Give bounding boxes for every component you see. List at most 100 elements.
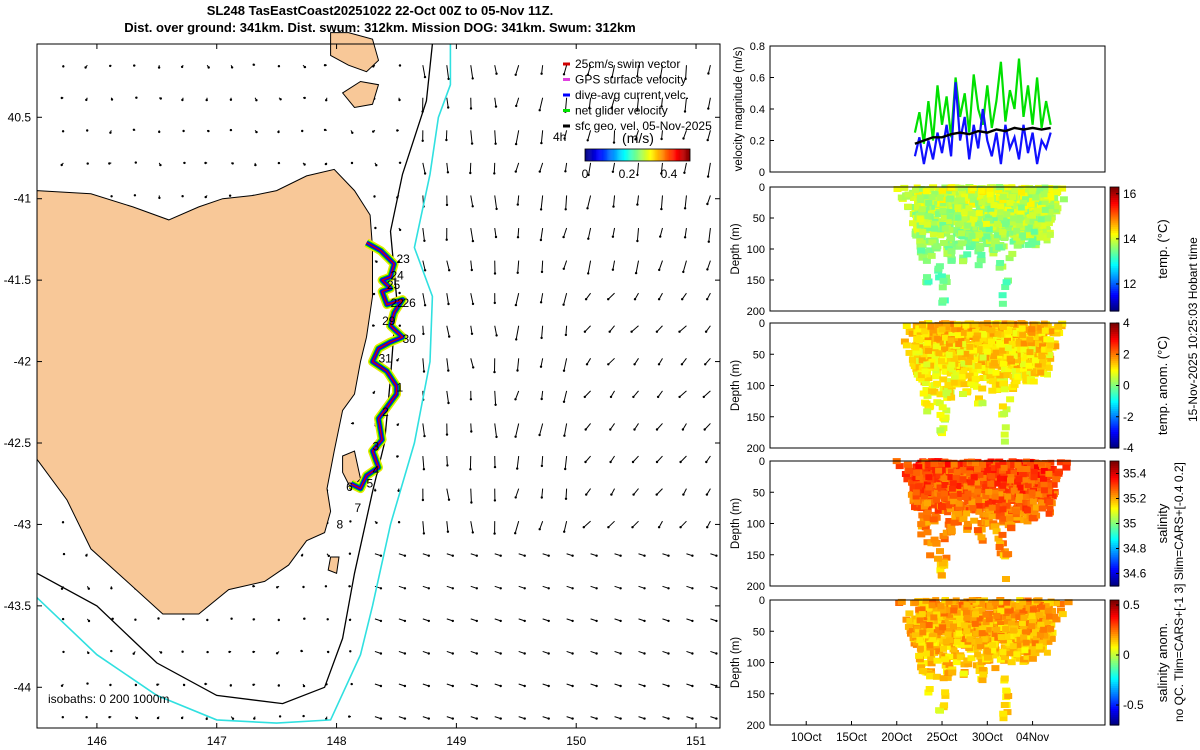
profile-sample xyxy=(972,191,980,198)
profile-sample xyxy=(1010,462,1018,469)
current-vector-head xyxy=(397,489,400,492)
current-vector-head xyxy=(494,142,497,145)
profile-colorbar-cell xyxy=(1110,302,1119,306)
current-vector-head xyxy=(254,163,257,167)
profile-sample xyxy=(1040,475,1047,482)
profile-colorbar-label: 35.2 xyxy=(1123,492,1147,506)
profile-sample xyxy=(952,659,961,666)
profile-sample xyxy=(918,206,926,213)
current-vector-head xyxy=(563,530,566,533)
profile-sample xyxy=(977,187,985,194)
profile-sample xyxy=(979,375,988,381)
profile-sample xyxy=(928,331,936,338)
colorbar-title: (m/s) xyxy=(622,130,654,146)
profile-sample xyxy=(995,544,1004,550)
profile-sample xyxy=(998,300,1007,307)
current-vector-head xyxy=(86,682,89,685)
current-vector-head xyxy=(540,397,543,401)
profile-sample xyxy=(990,360,998,366)
profile-colorbar-cell xyxy=(1110,203,1119,207)
current-vector xyxy=(659,65,663,78)
profile-colorbar-cell xyxy=(1110,240,1119,244)
profile-sample xyxy=(1029,217,1037,224)
profile-sample xyxy=(906,618,915,624)
current-vector-head xyxy=(514,170,517,173)
profile-sample xyxy=(1001,284,1010,290)
profile-sample xyxy=(941,225,949,232)
profile-sample xyxy=(910,363,919,370)
profile-sample xyxy=(976,256,985,263)
profile-sample xyxy=(1020,199,1027,206)
current-vector-head xyxy=(351,131,354,134)
profile-sample xyxy=(948,361,956,368)
current-vector-head xyxy=(571,652,574,655)
profile-sample xyxy=(965,205,973,212)
profile-sample xyxy=(982,326,990,333)
current-vector xyxy=(539,423,544,436)
profile-sample xyxy=(1046,499,1054,505)
profile-sample xyxy=(936,194,944,201)
current-vector-head xyxy=(446,530,450,533)
current-vector xyxy=(422,455,425,470)
profile-sample xyxy=(941,338,949,345)
profile-sample xyxy=(1012,330,1020,337)
current-vector-head xyxy=(324,162,328,166)
profile-sample xyxy=(983,467,991,473)
current-vector-head xyxy=(396,455,399,458)
profile-sample xyxy=(944,461,952,468)
profile-sample xyxy=(1038,460,1046,467)
profile-sample xyxy=(931,190,939,197)
profile-sample xyxy=(990,217,998,224)
colorbar-cell xyxy=(631,149,633,161)
current-vector xyxy=(585,488,591,495)
current-vector-head xyxy=(499,554,502,557)
profile-colorbar-cell xyxy=(1110,565,1119,568)
current-vector-head xyxy=(539,301,543,304)
profile-colorbar-cell xyxy=(1110,412,1119,416)
profile-sample xyxy=(1004,493,1012,500)
colorbar-cell xyxy=(659,149,661,161)
profile-sample xyxy=(925,686,934,692)
profile-sample xyxy=(916,235,924,242)
profile-sample xyxy=(955,494,963,501)
profile-sample xyxy=(1002,341,1010,348)
current-vector-head xyxy=(379,587,383,590)
profile-sample xyxy=(959,225,967,232)
profile-colorbar-cell xyxy=(1110,201,1119,205)
profile-sample xyxy=(959,341,967,348)
profile-sample xyxy=(1019,488,1027,495)
current-vector-head xyxy=(62,650,65,654)
profile-sample xyxy=(928,464,936,471)
profile-sample xyxy=(977,534,986,541)
current-vector-head xyxy=(109,64,112,68)
colorbar-cell xyxy=(601,149,603,161)
current-vector-head xyxy=(427,619,430,623)
profile-colorbar-cell xyxy=(1110,364,1119,368)
profile-sample xyxy=(949,654,958,660)
profile-sample xyxy=(1019,471,1027,478)
profile-ytick-label: 150 xyxy=(747,550,765,562)
current-vector-head xyxy=(667,684,670,688)
current-vector xyxy=(539,97,544,111)
profile-colorbar-cell xyxy=(1110,224,1119,227)
current-vector xyxy=(515,390,520,400)
profile-sample xyxy=(1048,493,1057,500)
profile-sample xyxy=(1052,476,1061,483)
profile-sample xyxy=(933,657,942,664)
current-vector-head xyxy=(398,324,401,327)
current-vector-head xyxy=(134,683,138,687)
profile-sample xyxy=(939,188,947,195)
current-vector xyxy=(422,358,425,372)
profile-sample xyxy=(1007,474,1015,480)
current-vector-head xyxy=(396,129,399,132)
colorbar-tick-label: 0.2 xyxy=(619,167,636,181)
profile-sample xyxy=(924,213,932,220)
profile-sample xyxy=(990,353,998,360)
profile-sample xyxy=(933,335,941,342)
profile-sample xyxy=(1039,222,1047,229)
profile-sample xyxy=(1018,325,1026,332)
current-vector-head xyxy=(60,684,64,687)
current-vector-head xyxy=(375,521,378,524)
profile-colorbar-cell xyxy=(1110,533,1119,537)
